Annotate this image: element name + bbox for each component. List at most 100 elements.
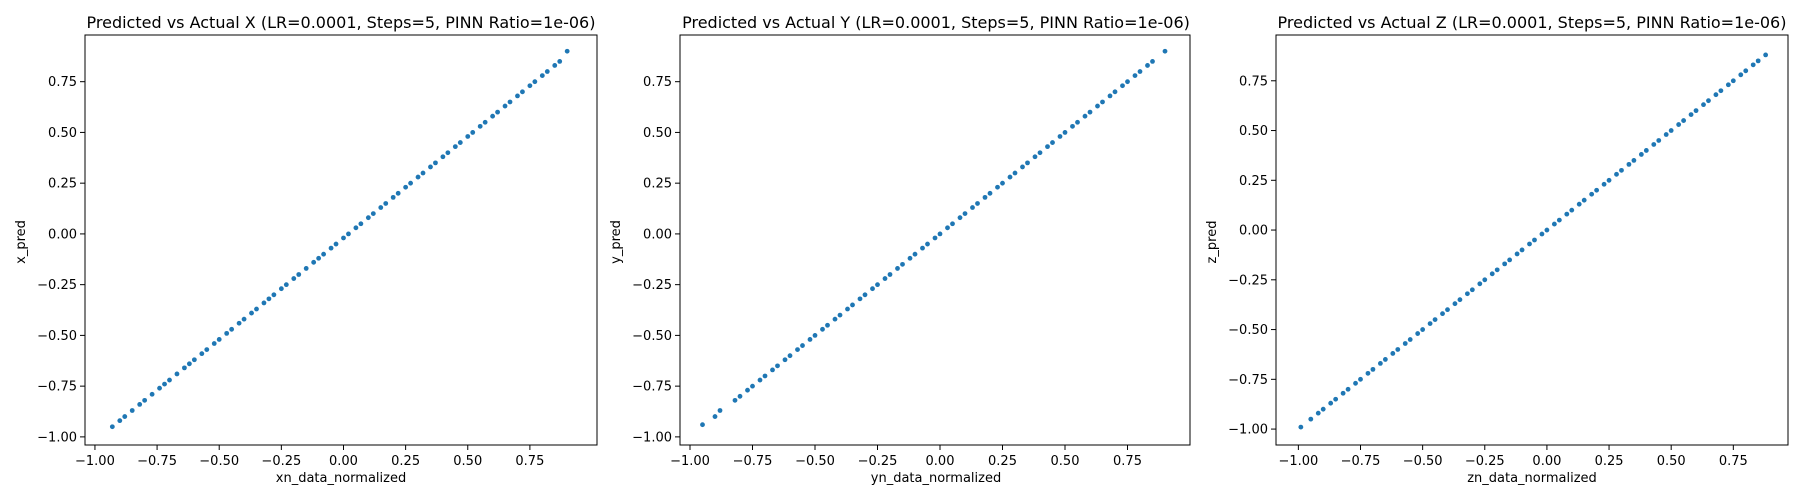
scatter-point — [370, 211, 376, 217]
scatter-point — [1494, 267, 1500, 273]
y-tick-label: 0.00 — [643, 227, 672, 242]
scatter-point — [875, 282, 880, 288]
scatter-point — [1370, 366, 1376, 372]
scatter-point — [870, 286, 875, 292]
scatter-point — [1725, 82, 1731, 88]
scatter-point — [1032, 154, 1038, 160]
scatter-point — [1107, 93, 1113, 99]
scatter-point — [737, 393, 743, 399]
scatter-point — [383, 201, 389, 206]
scatter-point — [745, 387, 750, 393]
scatter-point — [862, 292, 868, 298]
x-tick-label: −0.25 — [858, 454, 898, 469]
scatter-point — [700, 422, 705, 428]
scatter-point — [1594, 187, 1600, 193]
x-tick-label: −1.00 — [670, 454, 710, 469]
scatter-point — [527, 83, 533, 89]
scatter-point — [762, 373, 768, 379]
scatter-point — [216, 337, 222, 342]
x-tick-label: −0.25 — [1465, 454, 1505, 469]
scatter-point — [532, 79, 538, 85]
scatter-point — [1407, 337, 1413, 342]
scatter-point — [1743, 68, 1749, 74]
scatter-point — [1589, 191, 1595, 197]
scatter-point — [266, 296, 272, 302]
scatter-point — [995, 184, 1000, 190]
scatter-point — [1057, 134, 1063, 139]
scatter-point — [236, 320, 242, 326]
scatter-point — [907, 255, 913, 261]
x-tick-label: −0.50 — [795, 454, 835, 469]
y-tick-label: −0.25 — [37, 278, 77, 293]
y-tick-label: 0.00 — [1239, 224, 1268, 239]
scatter-point — [162, 381, 167, 387]
scatter-point — [807, 337, 813, 342]
scatter-point — [950, 221, 955, 227]
scatter-point — [520, 89, 525, 95]
scatter-point — [717, 408, 723, 413]
x-axis-ticks: −1.00 −0.75 −0.50 −0.25 0.00 0.25 0.50 0.75 — [1278, 445, 1748, 469]
scatter-point — [982, 194, 988, 200]
scatter-point — [1681, 118, 1687, 123]
scatter-point — [261, 300, 267, 306]
scatter-point — [515, 93, 520, 99]
scatter-point — [1062, 130, 1068, 135]
y-axis-label: x_pred — [14, 220, 29, 264]
scatter-point — [1345, 386, 1351, 392]
scatter-point — [1631, 157, 1637, 163]
scatter-point — [1132, 73, 1138, 78]
scatter-point — [333, 241, 339, 247]
scatter-point — [495, 109, 500, 115]
scatter-point — [321, 251, 326, 257]
x-axis-label: yn_data_normalized — [871, 471, 1001, 486]
scatter-points — [700, 48, 1168, 428]
scatter-point — [564, 48, 570, 54]
scatter-point — [1507, 257, 1513, 263]
scatter-point — [787, 353, 793, 359]
scatter-point — [142, 397, 148, 403]
scatter-point — [1738, 72, 1744, 78]
y-axis-label: z_pred — [1205, 221, 1220, 264]
scatter-point — [174, 371, 180, 377]
scatter-point — [1087, 109, 1093, 115]
scatter-point — [1676, 122, 1682, 127]
scatter-point — [186, 361, 192, 367]
y-axis-ticks: −1.00 −0.75 −0.50 −0.25 0.00 0.25 0.50 0.75 — [632, 75, 680, 445]
scatter-point — [204, 347, 210, 352]
scatter-point — [1614, 171, 1619, 177]
scatter-point — [1050, 140, 1055, 145]
chart-title: Predicted vs Actual Y (LR=0.0001, Steps=… — [682, 13, 1190, 32]
scatter-point — [832, 316, 838, 322]
scatter-point — [1162, 48, 1168, 54]
x-tick-label: 0.00 — [926, 454, 955, 469]
scatter-point — [1755, 58, 1761, 64]
scatter-point — [857, 296, 863, 302]
subplot-x: Predicted vs Actual X (LR=0.0001, Steps=… — [14, 13, 598, 486]
scatter-point — [353, 225, 359, 231]
scatter-point — [182, 365, 187, 371]
x-axis-label: zn_data_normalized — [1467, 471, 1597, 486]
scatter-point — [199, 351, 205, 357]
scatter-point — [1763, 52, 1769, 58]
scatter-point — [1045, 144, 1050, 150]
scatter-point — [845, 306, 850, 312]
scatter-point — [1402, 341, 1408, 346]
scatter-point — [1643, 148, 1649, 153]
scatter-point — [987, 190, 993, 196]
x-tick-label: 0.00 — [1532, 454, 1561, 469]
y-tick-label: −0.25 — [632, 278, 672, 293]
x-tick-label: 0.25 — [988, 454, 1017, 469]
scatter-point — [1037, 150, 1043, 156]
scatter-point — [1482, 277, 1488, 283]
y-tick-label: 0.75 — [48, 75, 77, 90]
y-tick-label: 0.25 — [1239, 174, 1268, 189]
scatter-point — [122, 414, 128, 419]
y-tick-label: −0.75 — [37, 380, 77, 395]
scatter-point — [291, 276, 297, 281]
scatter-point — [975, 201, 980, 206]
scatter-point — [882, 276, 888, 281]
x-axis-ticks: −1.00 −0.75 −0.50 −0.25 0.00 0.25 0.50 0.75 — [75, 445, 544, 469]
scatter-point — [544, 69, 550, 74]
scatter-point — [1464, 291, 1470, 297]
scatter-point — [191, 357, 197, 363]
